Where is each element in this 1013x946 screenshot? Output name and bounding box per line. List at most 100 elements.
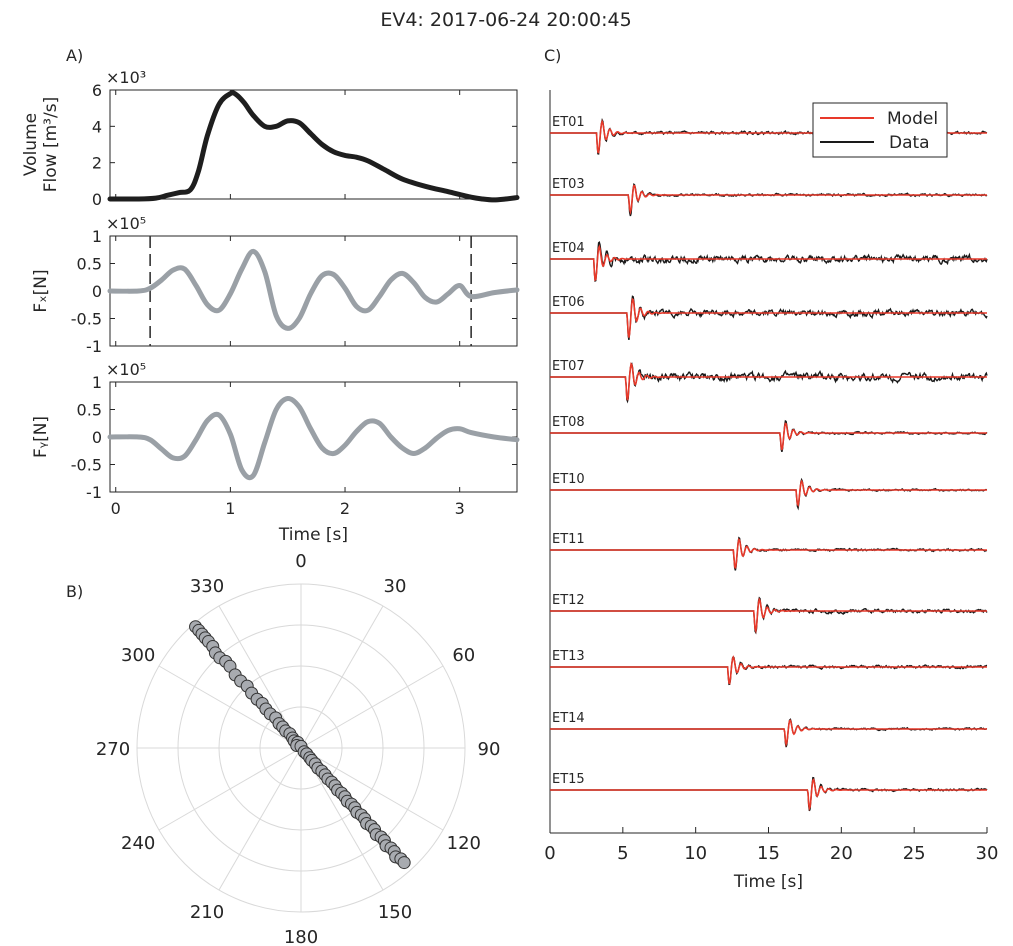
flow-ylabel: Volume [21, 113, 41, 176]
flow-ytick-label: 2 [92, 154, 102, 173]
legend-model-label: Model [887, 109, 938, 129]
seis-xlabel: Time [s] [733, 872, 803, 892]
polar-point [397, 856, 411, 870]
fy-exponent-label: ×10⁵ [106, 360, 146, 379]
seis-model-trace [550, 597, 987, 634]
flow-axes-box [109, 89, 518, 200]
polar-angle-label: 120 [447, 833, 481, 854]
fy-ytick-label: 0.5 [77, 401, 102, 420]
seis-data-trace [550, 596, 988, 635]
polar-angle-label: 90 [478, 739, 501, 760]
polar-spoke [300, 605, 384, 749]
seis-xtick-label: 5 [617, 843, 628, 864]
seis-model-trace [550, 422, 987, 451]
fy-ytick-label: -1 [86, 483, 102, 502]
seis-model-trace [550, 719, 987, 748]
polar-angle-label: 240 [121, 833, 155, 854]
fy-ylabel: Fᵧ[N] [31, 416, 51, 458]
fx-ytick-label: 0 [92, 282, 102, 301]
polar-angle-label: 300 [121, 645, 155, 666]
seis-model-trace [550, 655, 987, 685]
seis-data-trace [550, 182, 988, 217]
polar-spoke [158, 665, 302, 749]
flow-panel: 0 2 4 6×10³ Volume Flow [m³/s] [21, 68, 520, 209]
fy-xlabel: Time [s] [278, 525, 348, 545]
seis-model-trace [550, 184, 987, 215]
seis-station-label: ET13 [552, 649, 585, 664]
seis-station-label: ET11 [552, 532, 585, 547]
panel-label-a: A) [66, 46, 83, 65]
polar-angle-label: 150 [378, 902, 412, 923]
seismogram-panel: 0 5 10 15 20 25 30 Time [s] ET01 ET03 ET04 ET06 ET07… [544, 90, 998, 892]
flow-ytick-label: 6 [92, 81, 102, 100]
seis-station-label: ET03 [552, 177, 585, 192]
legend-data-label: Data [889, 133, 930, 153]
fy-xtick-label: 0 [111, 499, 121, 518]
polar-spoke [158, 747, 302, 831]
fy-xtick-label: 3 [455, 499, 465, 518]
seis-model-trace [550, 537, 987, 569]
flow-ytick-label: 4 [92, 117, 102, 136]
seis-station-label: ET04 [552, 241, 585, 256]
legend-box [812, 102, 948, 158]
seis-data-trace [550, 240, 988, 283]
flow-ylabel: Flow [m³/s] [41, 97, 61, 192]
polar-angle-label: 180 [284, 927, 318, 946]
seis-station-label: ET15 [552, 772, 585, 787]
seis-xtick-label: 15 [757, 843, 780, 864]
fy-xtick-label: 2 [340, 499, 350, 518]
seis-model-trace [550, 297, 987, 338]
fx-panel: -1 -0.5 0 0.5 1×10⁵ Fₓ[N] [31, 214, 520, 356]
seis-legend: Model Data [812, 102, 948, 158]
fy-ytick-label: 0 [92, 428, 102, 447]
flow-ytick-label: 0 [92, 190, 102, 209]
polar-panel: 0 30 60 90 120 150 180 210 240 270 300 330 [96, 551, 501, 946]
seis-station-label: ET07 [552, 359, 585, 374]
fx-ytick-label: -1 [86, 337, 102, 356]
seis-xtick-label: 0 [544, 843, 555, 864]
fx-series-line [107, 248, 520, 331]
seis-station-label: ET10 [552, 472, 585, 487]
polar-spoke [300, 747, 444, 831]
flow-exponent-label: ×10³ [106, 68, 146, 87]
seis-model-trace [550, 362, 987, 401]
fx-ytick-label: 1 [92, 227, 102, 246]
seis-station-label: ET06 [552, 295, 585, 310]
fy-ytick-label: 1 [92, 373, 102, 392]
fx-exponent-label: ×10⁵ [106, 214, 146, 233]
panel-label-c: C) [544, 46, 561, 65]
seis-data-trace [550, 536, 988, 571]
seis-model-trace [550, 479, 987, 508]
seis-xtick-label: 25 [903, 843, 926, 864]
polar-angle-label: 30 [384, 576, 407, 597]
panel-label-b: B) [66, 582, 83, 601]
seis-xtick-label: 20 [830, 843, 853, 864]
seis-station-label: ET12 [552, 593, 585, 608]
seis-data-trace [550, 477, 988, 511]
seis-station-label: ET08 [552, 415, 585, 430]
seis-data-trace [550, 655, 988, 686]
fy-xtick-label: 1 [225, 499, 235, 518]
polar-angle-label: 210 [190, 902, 224, 923]
seis-xtick-label: 10 [684, 843, 707, 864]
fx-ytick-label: -0.5 [71, 310, 102, 329]
flow-series-line [107, 90, 520, 203]
seis-xtick-label: 30 [976, 843, 999, 864]
polar-angle-label: 330 [190, 576, 224, 597]
seis-model-trace [550, 244, 987, 282]
seis-model-trace [550, 778, 987, 812]
seis-station-label: ET14 [552, 711, 585, 726]
fx-ylabel: Fₓ[N] [31, 269, 51, 312]
seis-data-trace [550, 362, 988, 404]
seis-data-trace [550, 295, 988, 341]
fy-ytick-label: -0.5 [71, 456, 102, 475]
seis-station-label: ET01 [552, 115, 585, 130]
fy-series-line [107, 395, 520, 481]
seis-data-trace [550, 776, 988, 812]
polar-angle-label: 0 [295, 551, 306, 572]
polar-angle-label: 270 [96, 739, 130, 760]
polar-angle-label: 60 [452, 645, 475, 666]
polar-spoke [300, 665, 444, 749]
